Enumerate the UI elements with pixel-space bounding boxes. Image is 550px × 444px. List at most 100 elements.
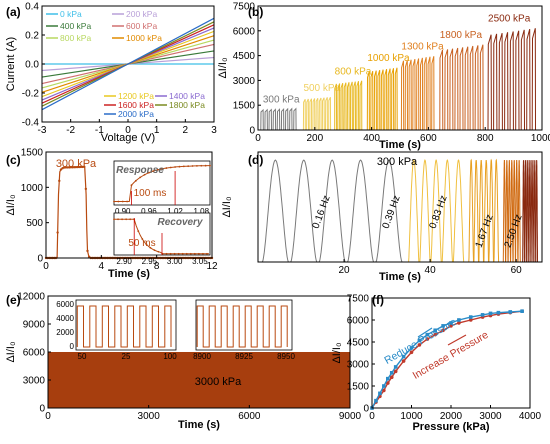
panel-a-xlabel: Voltage (V): [101, 132, 155, 144]
pressure-point-1: [417, 338, 422, 343]
group-5-cycle: [459, 47, 465, 131]
group-4-cycle: [412, 58, 417, 131]
panel-d-xlabel: Time (s): [379, 271, 421, 283]
pressure-point-1: [401, 354, 406, 359]
group-6-cycle: [515, 30, 522, 131]
inset-start-ytick: 2000: [56, 328, 74, 337]
freq-3-cycle: [505, 159, 509, 263]
inset-recovery-point: [113, 218, 115, 221]
pressure-point-0: [409, 350, 414, 355]
group-6-cycle: [509, 31, 516, 131]
inset-recovery-point: [165, 252, 168, 255]
inset-recovery-point: [145, 243, 148, 246]
group-1-cycle: [302, 98, 307, 131]
pressure-point-0: [382, 388, 386, 393]
pressure-point-0: [457, 321, 461, 325]
panel-a-xtick-label: 0: [125, 125, 131, 136]
inset-response-xtick: 0.96: [141, 207, 157, 216]
inset-response-point: [139, 176, 142, 179]
freq-4-cycle: [529, 159, 533, 262]
inset-recovery-point: [129, 218, 132, 221]
freq-label-1: 0.39 Hz: [381, 194, 403, 230]
panel-c-frame: [45, 151, 213, 259]
legend-label-3: 600 kPa: [126, 21, 157, 31]
freq-4-cycle: [527, 159, 531, 262]
panel-a-xtick-label: -1: [95, 125, 104, 136]
inset-response-point: [169, 166, 172, 169]
panel-b-ytick-label: 0: [249, 126, 255, 137]
pressure-point-1: [389, 371, 394, 375]
inset-response-point: [196, 164, 198, 167]
panel-c-letter: (c): [6, 153, 21, 167]
group-0-cycle: [285, 107, 290, 131]
inset-recovery-point: [177, 252, 180, 255]
group-3-cycle: [373, 70, 378, 131]
pressure-point-0: [389, 375, 394, 380]
freq-2-cycle: [483, 159, 489, 263]
inset-response-point: [113, 200, 115, 203]
inset-recovery-point: [189, 252, 192, 255]
legend-label-5: 1000 kPa: [126, 33, 162, 43]
inset-recovery-point: [202, 252, 204, 255]
pressure-point-1: [382, 384, 386, 388]
group-5-cycle: [479, 44, 486, 131]
panel-f-ytick-label: 4500: [347, 338, 370, 349]
pressure-point-1: [374, 398, 378, 403]
inset-response-point: [174, 166, 176, 168]
panel-c-point: [82, 165, 86, 169]
group-6-cycle: [493, 33, 500, 131]
freq-4-cycle: [522, 160, 525, 263]
inset-response-point: [178, 165, 181, 168]
inset-recovery-point: [141, 238, 144, 240]
inset-response-point: [130, 184, 133, 187]
group-2-cycle: [359, 80, 364, 131]
group-1-cycle: [328, 96, 332, 131]
freq-2-cycle: [478, 159, 484, 263]
pressure-point-1: [441, 324, 445, 328]
pressure-point-1: [520, 309, 524, 313]
inset-response-point: [191, 165, 194, 167]
panel-c-ytick-label: 500: [26, 218, 43, 229]
freq-3-cycle: [517, 159, 521, 263]
panel-b-ylabel: ΔI/I₀: [217, 57, 229, 78]
group-label-2: 800 kPa: [335, 66, 372, 77]
panel-c-point: [86, 249, 89, 253]
panel-c-ytick-label: 1500: [21, 148, 44, 159]
group-0-cycle: [293, 107, 298, 131]
panel-a-xtick-label: -3: [38, 125, 47, 136]
panel-f-letter: (f): [372, 293, 384, 307]
panel-f-xtick-label: 0: [369, 411, 375, 422]
pressure-point-1: [480, 313, 485, 317]
group-0-cycle: [260, 108, 265, 131]
group-4-cycle: [408, 59, 413, 131]
panel-d-ylabel: ΔI/I₀: [221, 196, 233, 217]
freq-1-cycle: [441, 159, 453, 263]
group-4-cycle: [404, 60, 409, 131]
inset-start-xtick: 50: [78, 352, 87, 361]
freq-3-cycle: [512, 159, 516, 263]
panel-c-xtick-label: 12: [206, 261, 218, 272]
inset-response-time: 100 ms: [134, 188, 167, 199]
group-3-cycle: [387, 68, 392, 131]
group-4-cycle: [427, 56, 432, 131]
panel-b-letter: (b): [248, 5, 263, 19]
panel-b-ytick-label: 7500: [233, 2, 256, 13]
inset-recovery-point: [157, 250, 160, 253]
panel-c-ytick-label: 0: [37, 254, 43, 265]
freq-label-0: 0.16 Hz: [311, 194, 333, 230]
group-3-cycle: [366, 71, 371, 131]
pressure-point-1: [386, 376, 390, 381]
inset-response-point: [161, 167, 163, 170]
group-label-6: 2500 kPa: [488, 13, 531, 24]
panel-b-xtick-label: 400: [363, 133, 380, 144]
group-0-cycle: [264, 108, 269, 131]
group-4-cycle: [416, 58, 421, 131]
panel-f-ytick-label: 0: [363, 404, 369, 415]
pressure-point-0: [433, 332, 438, 337]
inset-response-xtick: 0.90: [115, 207, 131, 216]
pressure-point-1: [425, 332, 430, 337]
inset-recovery-point: [121, 218, 123, 221]
group-label-1: 500 kPa: [303, 83, 340, 94]
panel-a-xtick-label: 3: [211, 125, 217, 136]
